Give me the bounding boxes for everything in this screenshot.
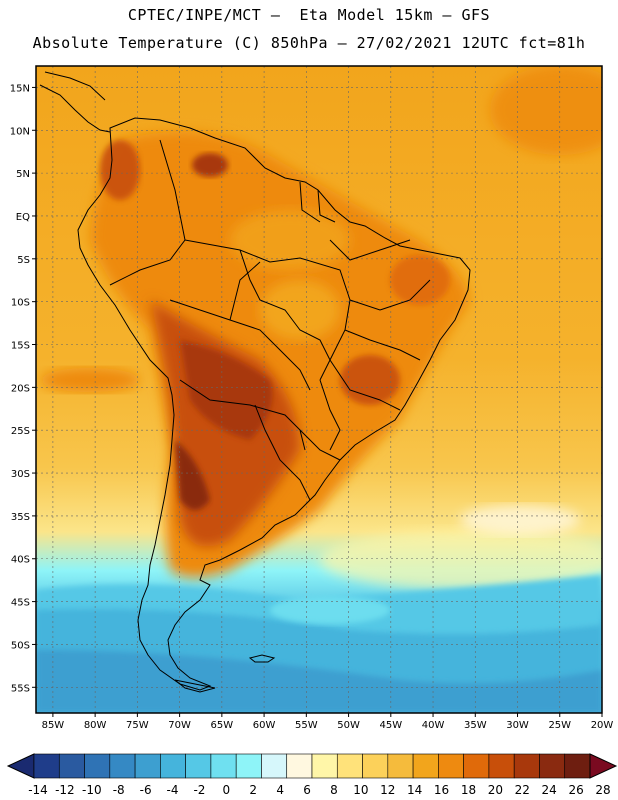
colorbar-label: 6 (303, 783, 311, 797)
map-title-line-2: Absolute Temperature (C) 850hPa – 27/02/… (32, 34, 586, 52)
colorbar-swatch (109, 753, 136, 779)
colorbar-swatch (564, 753, 591, 779)
colorbar-swatch (33, 753, 60, 779)
lon-label: 55W (295, 720, 318, 731)
colorbar-label: -6 (140, 783, 152, 797)
lon-label: 65W (211, 720, 234, 731)
colorbar-swatch (539, 753, 566, 779)
lat-label: 5S (17, 255, 30, 266)
colorbar-swatch (235, 753, 262, 779)
lat-label: 25S (11, 426, 30, 437)
lon-label: 70W (168, 720, 191, 731)
lat-label: 50S (11, 640, 30, 651)
graticule (36, 66, 603, 713)
colorbar-over-arrow (589, 753, 618, 779)
colorbar-label: 26 (568, 783, 583, 797)
lat-label: 10N (10, 126, 30, 137)
colorbar-label: -2 (193, 783, 205, 797)
colorbar-swatch (362, 753, 389, 779)
lat-label: 35S (11, 512, 30, 523)
lat-label: 55S (11, 683, 30, 694)
latitude-labels: 15N 10N 5N EQ 5S 10S 15S 20S 25S 30S 35S 40S 45S 50S 5… (10, 83, 36, 694)
colorbar-under-arrow (6, 753, 35, 779)
colorbar-swatch (488, 753, 515, 779)
lon-label: 45W (379, 720, 402, 731)
lon-label: 40W (422, 720, 445, 731)
colorbar-label: 20 (488, 783, 503, 797)
lon-label: 50W (337, 720, 360, 731)
colorbar-label: 4 (276, 783, 284, 797)
colorbar-swatch (134, 753, 161, 779)
colorbar-label: 2 (249, 783, 257, 797)
caribbean-coastline (44, 71, 106, 101)
lat-label: 15N (10, 83, 30, 94)
lat-label: 40S (11, 555, 30, 566)
colorbar-swatch (160, 753, 186, 779)
colorbar-swatch (286, 753, 313, 779)
lon-label: 80W (84, 720, 107, 731)
lat-label: 15S (11, 341, 30, 352)
colorbar-label: -4 (167, 783, 179, 797)
colorbar: -14 -12 -10 -8 -6 -4 -2 0 2 4 6 8 10 12 14 16 18 20 22 24 26… (6, 753, 618, 797)
coastlines (39, 71, 471, 693)
lon-label: 30W (506, 720, 529, 731)
lat-label: 30S (11, 469, 30, 480)
colorbar-swatch (261, 753, 288, 779)
lon-label: 85W (42, 720, 65, 731)
colorbar-swatch (336, 753, 363, 779)
lat-label: EQ (16, 212, 30, 223)
colorbar-label: -10 (82, 783, 102, 797)
colorbar-label: -8 (113, 783, 125, 797)
tierra-del-fuego (174, 679, 216, 693)
lat-label: 5N (16, 169, 30, 180)
south-america-coastline (77, 117, 471, 691)
colorbar-label: 24 (542, 783, 557, 797)
colorbar-swatch (513, 753, 540, 779)
colorbar-label: -14 (28, 783, 48, 797)
colorbar-label: 0 (223, 783, 231, 797)
lat-label: 20S (11, 383, 30, 394)
lat-label: 45S (11, 598, 30, 609)
colorbar-label: 22 (515, 783, 530, 797)
colorbar-label: 10 (353, 783, 368, 797)
temperature-field (36, 66, 602, 713)
lon-label: 75W (126, 720, 149, 731)
colorbar-label: 28 (595, 783, 610, 797)
colorbar-swatch (210, 753, 237, 779)
colorbar-label: 12 (380, 783, 395, 797)
colorbar-swatch (412, 753, 439, 779)
plot-frame (35, 65, 603, 714)
colorbar-swatch (311, 753, 338, 779)
map-title-line-1: CPTEC/INPE/MCT – Eta Model 15km – GFS (127, 6, 491, 24)
lon-label: 60W (253, 720, 276, 731)
lon-label: 20W (591, 720, 614, 731)
colorbar-label: 14 (407, 783, 422, 797)
colorbar-label: -12 (55, 783, 75, 797)
colorbar-swatch (387, 753, 414, 779)
colorbar-swatch (58, 753, 85, 779)
colorbar-label: 16 (434, 783, 449, 797)
falkland-islands (248, 654, 276, 663)
colorbar-label: 18 (461, 783, 476, 797)
lon-label: 25W (548, 720, 571, 731)
colorbar-swatch (463, 753, 490, 779)
colorbar-swatch (84, 753, 111, 779)
colorbar-swatch (185, 753, 212, 779)
lon-label: 35W (464, 720, 487, 731)
lat-label: 10S (11, 298, 30, 309)
longitude-labels: 85W 80W 75W 70W 65W 60W 55W 50W 45W 40W 35W 30W 25W 2… (42, 713, 614, 731)
colorbar-swatch (438, 753, 464, 779)
country-borders (109, 139, 431, 501)
colorbar-label: 8 (330, 783, 338, 797)
central-america-coastline (39, 84, 111, 133)
